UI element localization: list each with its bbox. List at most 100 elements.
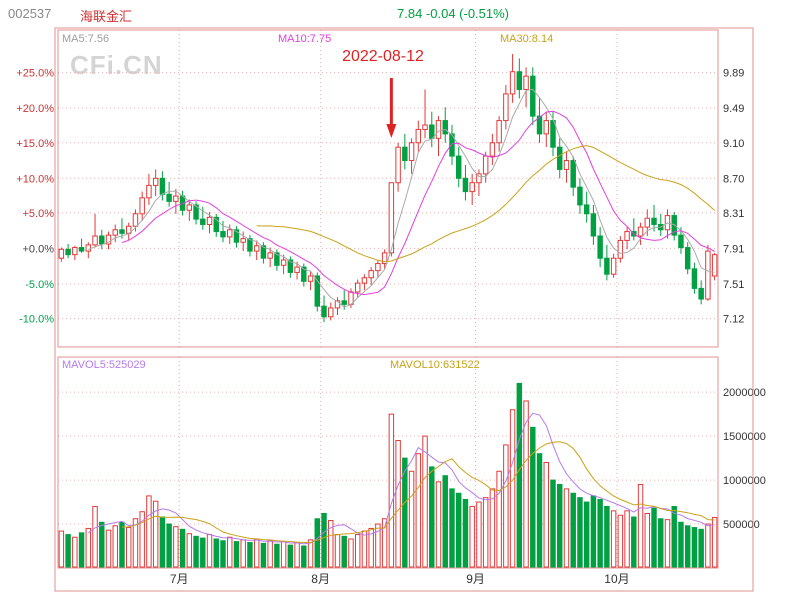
volume-bar [388, 413, 395, 568]
candle-body [489, 142, 496, 157]
volume-bar [664, 519, 671, 568]
mavol5-legend: MAVOL5:525029 [62, 359, 146, 371]
volume-bar [173, 526, 179, 568]
candle-body [684, 247, 691, 270]
volume-bar [557, 483, 563, 568]
volume-bar [604, 505, 610, 568]
volume-bar [179, 528, 186, 568]
candle-body [146, 184, 152, 199]
candle-body [260, 245, 267, 259]
volume-bar [301, 545, 307, 568]
candle-body [550, 120, 556, 148]
candle-body [536, 115, 543, 135]
candle-body [139, 197, 145, 215]
candle-body [294, 266, 300, 273]
volume-bar [678, 521, 684, 568]
candle-body [476, 173, 482, 184]
volume-bar [711, 516, 718, 568]
candle-body [395, 146, 401, 184]
volume-bar [287, 544, 294, 568]
candle-body [375, 263, 381, 272]
volume-bar [637, 483, 644, 568]
candle-body [496, 120, 502, 144]
volume-bar [523, 400, 529, 568]
volume-axis-label: 2000000 [723, 387, 766, 399]
month-label: 8月 [311, 572, 330, 586]
candle-body [698, 287, 704, 300]
volume-bar [307, 539, 314, 568]
candle-body [678, 234, 684, 249]
candle-body [341, 300, 347, 305]
candle-body [590, 213, 597, 237]
candle-body [307, 275, 314, 282]
volume-bar [247, 542, 253, 568]
percent-axis-label: +25.0% [16, 68, 54, 80]
candle-body [72, 247, 78, 256]
percent-axis-label: +5.0% [23, 208, 55, 220]
candle-body [644, 217, 651, 228]
percent-axis-label: -10.0% [19, 314, 54, 326]
candle-body [543, 120, 549, 135]
volume-bar [206, 534, 213, 568]
volume-bar [321, 512, 327, 568]
volume-bar [631, 516, 637, 568]
candle-body [280, 259, 287, 266]
candle-body [274, 252, 280, 266]
volume-bar [550, 479, 556, 568]
volume-bar [334, 534, 341, 568]
candle-body [711, 254, 718, 277]
candle-body [583, 204, 590, 215]
price-axis-label: 7.12 [723, 314, 744, 326]
volume-bar [240, 539, 246, 568]
volume-bar [658, 518, 664, 568]
candle-body [435, 120, 442, 139]
volume-bar [85, 527, 92, 568]
candle-body [227, 229, 233, 238]
volume-axis-label: 1500000 [723, 431, 766, 443]
volume-bar [543, 462, 549, 568]
volume-bar [58, 530, 65, 568]
volume-bar [442, 475, 448, 568]
candle-body [597, 235, 603, 259]
candle-body [503, 93, 509, 122]
candle-body [173, 195, 179, 202]
volume-bar [227, 536, 233, 568]
volume-bar [469, 505, 475, 568]
candle-body [455, 155, 462, 179]
volume-bar [354, 534, 361, 568]
ma30-legend: MA30:8.14 [500, 33, 554, 45]
volume-bar [462, 498, 469, 568]
candle-body [206, 216, 213, 225]
volume-bar [577, 497, 583, 568]
candle-body [570, 160, 576, 188]
volume-bar [617, 514, 624, 568]
volume-bar [415, 453, 422, 568]
volume-bar [590, 495, 597, 568]
date-annotation: 2022-08-12 [342, 48, 424, 65]
candle-body [422, 124, 428, 130]
candle-body [577, 186, 583, 206]
candle-body [415, 128, 422, 144]
volume-bar [99, 521, 105, 568]
candle-body [705, 250, 711, 300]
volume-bar [65, 534, 71, 568]
volume-bar [429, 466, 435, 568]
volume-bar [152, 500, 159, 568]
candle-body [408, 142, 415, 162]
volume-bar [536, 453, 543, 568]
candle-body [381, 252, 388, 265]
month-label: 7月 [170, 572, 189, 586]
volume-bar [200, 537, 206, 568]
percent-axis-label: +10.0% [16, 173, 54, 185]
candle-body [429, 124, 435, 139]
candle-body [92, 235, 98, 246]
volume-bar [280, 541, 287, 568]
volume-bar [328, 520, 334, 568]
mavol10-legend: MAVOL10:631522 [390, 359, 480, 371]
volume-bar [146, 495, 152, 568]
month-label: 9月 [466, 572, 485, 586]
volume-bar [698, 528, 704, 568]
volume-bar [435, 481, 442, 568]
volume-bar [139, 511, 145, 568]
